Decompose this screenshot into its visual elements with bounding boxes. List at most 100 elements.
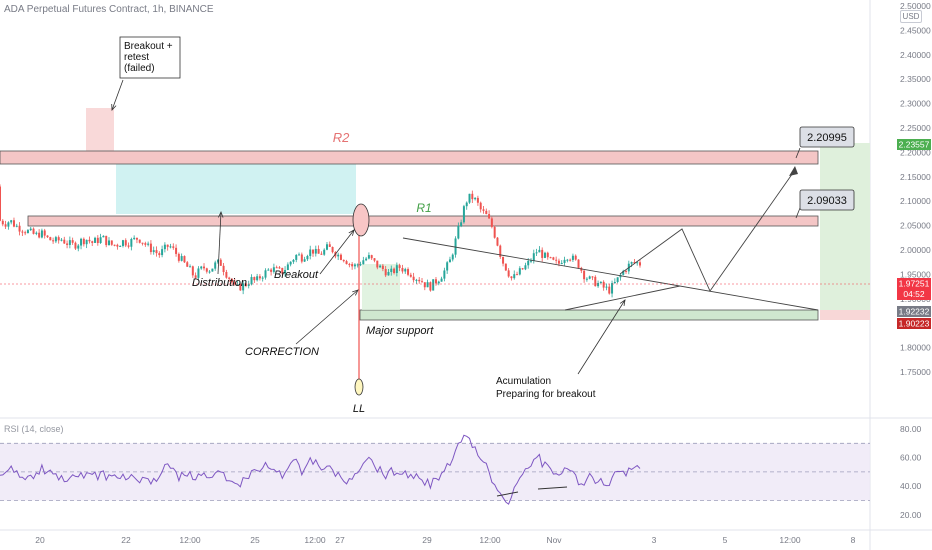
candle-body <box>284 270 287 274</box>
candle-body <box>261 277 264 279</box>
major-support <box>359 309 819 321</box>
ll-label: LL <box>353 403 365 415</box>
candle-body <box>169 246 172 248</box>
candle-body <box>412 276 415 281</box>
candle-body <box>110 240 113 245</box>
candle-body <box>116 244 119 247</box>
candle-body <box>407 269 410 275</box>
candle-body <box>490 218 493 227</box>
candle-body <box>124 240 127 246</box>
breakout-arrow-head <box>348 229 355 236</box>
candle-body <box>602 281 605 288</box>
candle-body <box>29 228 32 231</box>
candle-body <box>560 262 563 264</box>
candle-body <box>105 235 108 246</box>
candle-body <box>342 259 345 262</box>
candle-body <box>440 278 443 282</box>
candle-body <box>267 269 270 271</box>
candle-body <box>460 222 463 226</box>
candle-body <box>256 276 259 281</box>
candle-body <box>493 226 496 238</box>
candle-body <box>197 268 200 278</box>
candle-body <box>278 267 281 269</box>
candle-body <box>521 268 524 270</box>
candle-body <box>541 249 544 258</box>
candle-body <box>479 202 482 210</box>
candle-body <box>557 260 560 264</box>
candle-body <box>186 262 189 267</box>
candle-body <box>163 244 166 250</box>
accumulation-label: Acumulation <box>496 376 551 387</box>
candle-body <box>306 255 309 260</box>
candle-body <box>172 246 175 248</box>
candle-body <box>85 239 88 245</box>
candle-body <box>320 253 323 255</box>
breakout-arrow <box>319 229 355 275</box>
candle-body <box>239 284 242 291</box>
candle-body <box>57 237 60 241</box>
y-tick-label: 2.05000 <box>900 221 931 231</box>
y-tick-label: 2.20000 <box>900 147 931 157</box>
candle-body <box>630 262 633 264</box>
candle-body <box>633 262 636 264</box>
candle-body <box>530 260 533 262</box>
candle-body <box>24 232 27 234</box>
chart-title: ADA Perpetual Futures Contract, 1h, BINA… <box>4 4 214 15</box>
r1-label: R1 <box>416 201 431 215</box>
candle-body <box>317 248 320 254</box>
candle-body <box>94 237 97 243</box>
candle-body <box>275 267 278 269</box>
candle-body <box>230 278 233 283</box>
candle-body <box>608 286 611 294</box>
candle-body <box>381 265 384 270</box>
currency-button[interactable]: USD <box>900 10 922 23</box>
candle-body <box>476 197 479 203</box>
candle-body <box>636 262 639 264</box>
candle-body <box>398 265 401 268</box>
price-tag-label: 2.23557 <box>899 140 930 150</box>
candle-body <box>583 270 586 280</box>
candle-body <box>328 244 331 247</box>
breakout-ellipse <box>352 203 370 237</box>
candle-body <box>250 277 253 285</box>
triangle-upper <box>402 237 819 311</box>
candle-body <box>504 263 507 271</box>
y-tick-label: 2.00000 <box>900 245 931 255</box>
candle-body <box>222 265 225 272</box>
x-tick-label: 22 <box>121 535 131 545</box>
accumulation-arrow-head <box>619 299 626 306</box>
candle-body <box>102 235 105 238</box>
candle-body <box>211 268 214 272</box>
candle-body <box>49 237 52 241</box>
correction-arrow-head <box>352 289 359 296</box>
candle-body <box>395 265 398 274</box>
candle-body <box>370 255 373 259</box>
price-tag-bg <box>897 306 931 317</box>
candle-body <box>298 254 301 256</box>
candle-body <box>527 260 530 266</box>
candle-body <box>339 254 342 260</box>
ll-ellipse <box>354 378 364 396</box>
candle-body <box>409 274 412 277</box>
candle-body <box>516 274 519 276</box>
target-long-zone <box>820 143 870 310</box>
candle-body <box>175 247 178 254</box>
x-tick-label: 12:00 <box>179 535 201 545</box>
candle-body <box>244 283 247 286</box>
candle-body <box>158 253 161 256</box>
candle-body <box>292 259 295 262</box>
candle-body <box>177 253 180 261</box>
candle-body <box>71 240 74 243</box>
y-tick-label: 2.45000 <box>900 25 931 35</box>
y-tick-label: 2.15000 <box>900 172 931 182</box>
candle-body <box>543 252 546 258</box>
candle-body <box>152 250 155 253</box>
candle-body <box>88 239 91 242</box>
candle-body <box>149 243 152 253</box>
candle-body <box>286 264 289 271</box>
accumulation-arrow <box>577 299 626 375</box>
candle-body <box>532 253 535 261</box>
candle-body <box>594 276 597 287</box>
candle-body <box>127 245 130 247</box>
